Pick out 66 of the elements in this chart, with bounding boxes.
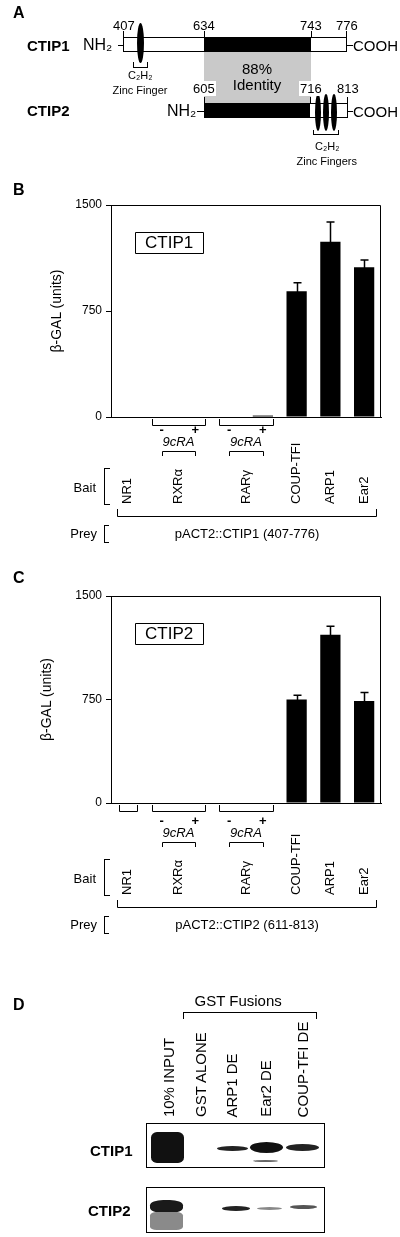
x-tick-label: -: [226, 422, 232, 438]
text: C: [13, 569, 25, 587]
text: 9cRA: [230, 433, 262, 449]
y-axis-title: β-GAL (units): [47, 269, 64, 353]
text: COUP-TFI DE: [294, 1021, 312, 1117]
text: 9cRA: [230, 824, 262, 840]
x-tick-label: +: [259, 422, 268, 438]
text: GST Fusions: [194, 991, 282, 1009]
text: ARP1: [321, 470, 337, 504]
text: pACT2::CTIP2 (611-813): [175, 916, 319, 932]
text: 10% INPUT: [159, 1037, 177, 1118]
text: CTIP2: [145, 624, 194, 644]
text: ARP1: [321, 861, 337, 895]
y-tick-label: 1500: [75, 197, 103, 212]
text: Ear2 DE: [256, 1060, 274, 1117]
text: NH₂: [83, 36, 113, 53]
text: Prey: [70, 525, 98, 541]
text: D: [13, 996, 25, 1013]
text: NR1: [119, 477, 135, 504]
x-tick-label: -: [159, 422, 164, 438]
text: Zinc Finger: [112, 83, 168, 96]
y-axis-title: β-GAL (units): [37, 658, 54, 741]
text: Bait: [73, 870, 97, 886]
y-tick-label: 0: [95, 795, 103, 810]
text: Ear2: [355, 867, 371, 895]
text: RARγ: [237, 860, 253, 895]
x-tick-label: +: [259, 813, 268, 829]
x-tick-label: -: [226, 813, 232, 829]
text: RARγ: [237, 469, 253, 504]
text: B: [13, 181, 25, 199]
text: COUP-TFI: [288, 442, 304, 504]
text: CTIP2: [27, 101, 70, 119]
text: Bait: [73, 479, 97, 495]
text: C₂H₂: [128, 68, 153, 81]
text: pACT2::CTIP1 (407-776): [174, 525, 320, 541]
x-tick-label: -: [159, 813, 164, 829]
text: RXRα: [170, 468, 186, 504]
text: 813: [337, 80, 359, 96]
text: CTIP1: [145, 233, 194, 253]
text: Zinc Fingers: [296, 154, 358, 167]
text: Ear2: [355, 476, 371, 504]
text: CTIP1: [90, 1141, 133, 1159]
text: 407: [113, 17, 135, 33]
text: 776: [336, 17, 358, 33]
text: 605: [192, 80, 216, 96]
text: CTIP1: [27, 36, 70, 54]
text: COOH: [353, 102, 398, 120]
text: COOH: [353, 36, 398, 54]
y-tick-label: 750: [81, 691, 103, 706]
text: COUP-TFI: [288, 833, 304, 895]
text: NH₂: [167, 102, 197, 119]
text: C₂H₂: [315, 139, 340, 152]
text: Prey: [70, 916, 98, 932]
y-tick-label: 1500: [75, 588, 103, 603]
text: 743: [300, 17, 322, 33]
text: RXRα: [170, 859, 186, 895]
y-tick-label: 750: [81, 303, 103, 318]
text: GST ALONE: [191, 1032, 209, 1117]
text: NR1: [119, 868, 135, 895]
text: 634: [193, 17, 215, 33]
text: 88% Identity: [231, 60, 283, 93]
text: 716: [299, 80, 323, 96]
text: ARP1 DE: [222, 1052, 240, 1118]
text: A: [13, 4, 25, 21]
y-tick-label: 0: [95, 409, 103, 424]
text: CTIP2: [88, 1201, 131, 1219]
